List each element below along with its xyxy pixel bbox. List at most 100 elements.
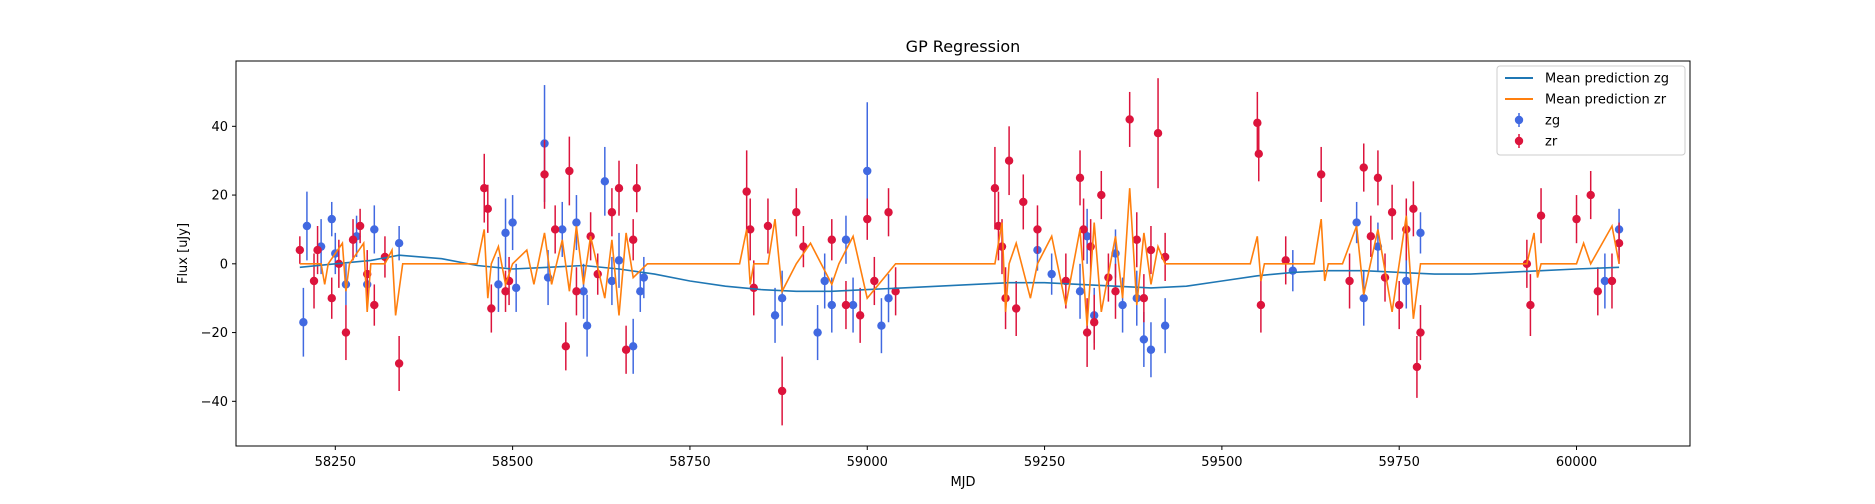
data-point-zg [884, 293, 893, 303]
data-point-zr [1345, 276, 1354, 286]
data-point-zr [572, 287, 581, 296]
x-axis-label: MJD [950, 475, 975, 490]
legend-marker-zr [1514, 136, 1524, 146]
data-point-zr [1075, 173, 1085, 183]
y-tick-label: 20 [211, 189, 228, 204]
data-point-zr [1316, 170, 1326, 179]
data-point-zg [770, 311, 780, 320]
data-point-zg [600, 177, 610, 186]
y-tick-label: 40 [211, 120, 228, 135]
data-point-zr [1132, 235, 1141, 244]
plot-marks [295, 78, 1624, 426]
data-point-zr [1366, 232, 1376, 241]
data-point-zg [511, 283, 521, 293]
data-point-zr [313, 245, 322, 255]
x-tick-label: 58750 [669, 455, 710, 470]
data-point-zg [1600, 276, 1610, 286]
data-point-zg [1160, 321, 1170, 330]
data-point-zr [799, 242, 808, 251]
data-point-zg [302, 221, 312, 231]
data-point-zr [1146, 245, 1156, 255]
data-point-zr [1011, 304, 1021, 313]
legend: Mean prediction zg Mean prediction zr zg zr [1496, 65, 1686, 156]
data-point-zr [1416, 328, 1425, 337]
data-point-zr [1019, 197, 1028, 207]
data-point-zr [309, 276, 319, 286]
data-point-zr [827, 235, 836, 244]
data-point-zg [628, 342, 638, 351]
x-tick-label: 59750 [1379, 455, 1420, 470]
data-point-zr [1079, 225, 1088, 234]
series-line-mean-prediction-zg [299, 254, 1620, 293]
data-point-zg [813, 328, 822, 337]
legend-box [1496, 65, 1686, 156]
data-point-zg [299, 318, 308, 327]
data-point-zr [1125, 115, 1134, 124]
data-point-zg [508, 218, 517, 227]
data-point-zr [355, 221, 365, 231]
data-point-zg [639, 273, 649, 282]
data-point-zr [1409, 204, 1418, 214]
data-point-zr [1395, 300, 1404, 310]
data-point-zr [370, 300, 379, 310]
data-point-zg [827, 300, 836, 310]
axes-frame [235, 60, 1691, 447]
x-tick-label: 59250 [1024, 455, 1065, 470]
data-point-zr [742, 187, 751, 196]
axis-ticks: 58250 58500 58750 59000 59250 59500 59750 60000… [201, 120, 1598, 470]
data-point-zr [997, 242, 1007, 251]
data-point-zg [1118, 300, 1127, 310]
data-point-zg [1402, 276, 1411, 286]
data-point-zg [614, 256, 624, 265]
data-point-zr [540, 170, 549, 179]
data-point-zr [746, 225, 755, 234]
data-point-zg [1416, 228, 1425, 238]
legend-label-zr: zr [1545, 135, 1558, 150]
legend-marker-zg [1514, 115, 1524, 125]
x-tick-label: 58500 [492, 455, 533, 470]
data-point-zr [394, 359, 404, 368]
data-point-zr [763, 221, 773, 231]
data-point-zr [1033, 225, 1042, 234]
data-point-zr [1097, 190, 1106, 200]
data-point-zg [1082, 232, 1092, 241]
data-point-zr [749, 283, 758, 293]
data-point-zr [1572, 214, 1581, 224]
data-point-zr [341, 328, 351, 337]
data-point-zr [1607, 276, 1617, 286]
data-point-zr [1004, 156, 1014, 165]
data-point-zg [1352, 218, 1361, 227]
data-point-zg [572, 218, 581, 227]
x-tick-label: 60000 [1556, 455, 1597, 470]
legend-label-zg: zg [1545, 114, 1560, 129]
data-point-zg [394, 238, 404, 248]
data-point-zr [487, 304, 496, 313]
data-point-zr [1082, 328, 1092, 337]
data-point-zr [501, 287, 510, 296]
data-point-zr [565, 166, 574, 176]
data-point-zr [607, 208, 617, 217]
data-point-zr [483, 204, 492, 214]
data-point-zg [848, 300, 858, 310]
data-point-zr [777, 386, 787, 396]
data-point-zr [1254, 149, 1263, 159]
data-point-zg [558, 225, 567, 234]
y-tick-label: −20 [201, 326, 228, 341]
data-point-zr [884, 208, 893, 217]
data-point-zr [1593, 287, 1602, 296]
data-point-zr [1387, 208, 1397, 217]
data-point-zg [494, 280, 503, 289]
data-point-zr [1281, 256, 1290, 265]
data-point-zg [1146, 345, 1156, 354]
y-tick-label: −40 [201, 395, 228, 410]
data-point-zg [582, 321, 592, 330]
data-point-zg [1075, 287, 1085, 296]
x-tick-label: 58250 [315, 455, 356, 470]
data-point-zg [327, 214, 336, 224]
data-point-zg [1139, 335, 1149, 344]
data-point-zr [891, 287, 900, 296]
data-point-zr [1139, 293, 1149, 303]
data-point-zg [370, 225, 379, 234]
